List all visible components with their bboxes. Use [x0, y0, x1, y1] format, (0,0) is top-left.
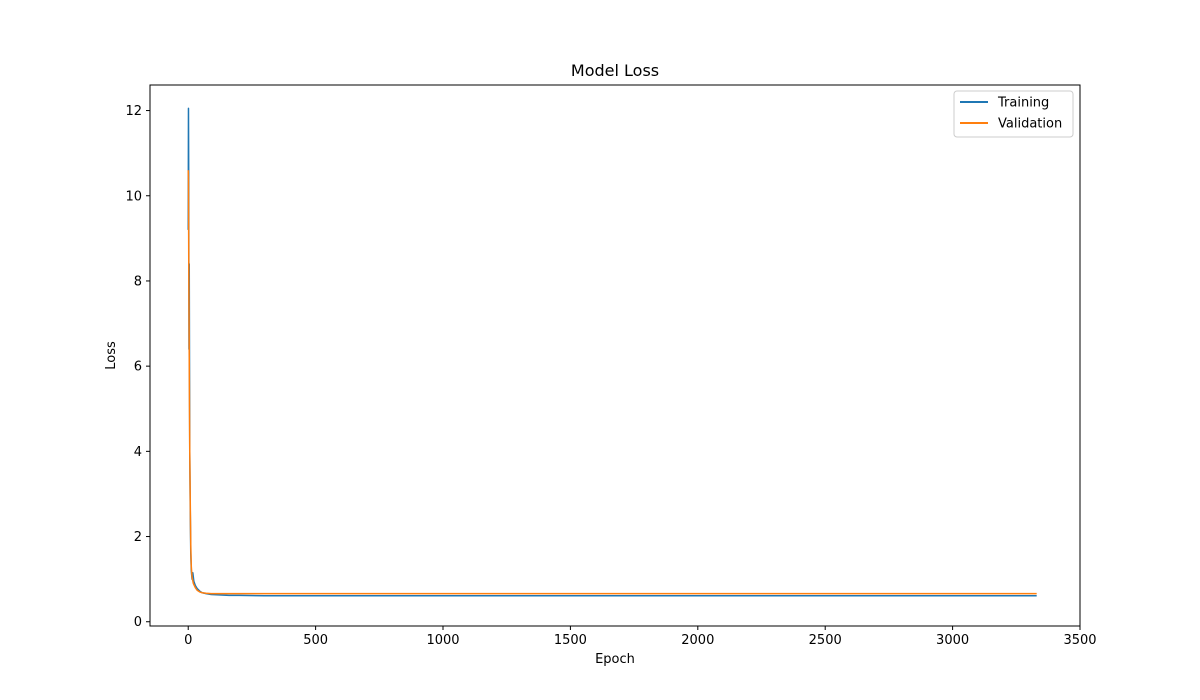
- plot-area: [187, 107, 1037, 597]
- series-line-training: [187, 107, 1037, 597]
- x-tick-label: 2500: [809, 633, 842, 648]
- x-axis-label: Epoch: [595, 652, 635, 667]
- legend-label-training: Training: [997, 96, 1049, 111]
- axes: 0 500 1000 1500 2000 2500 3000 3500 0 2 4 6 8 10 12: [125, 84, 1097, 648]
- legend-label-validation: Validation: [998, 117, 1062, 132]
- y-axis-label: Loss: [104, 341, 119, 370]
- y-tick-label: 2: [134, 530, 142, 545]
- chart-title: Model Loss: [571, 61, 659, 80]
- y-tick-label: 10: [125, 189, 142, 204]
- y-tick-label: 6: [134, 360, 142, 375]
- x-tick-label: 3000: [936, 633, 969, 648]
- y-tick-label: 8: [134, 274, 142, 289]
- x-tick-label: 2000: [681, 633, 714, 648]
- x-tick-label: 0: [184, 633, 192, 648]
- x-tick-label: 500: [303, 633, 328, 648]
- x-tick-label: 1500: [554, 633, 587, 648]
- y-tick-label: 0: [134, 615, 142, 630]
- series-line-validation: [187, 170, 1037, 595]
- y-tick-label: 4: [134, 445, 142, 460]
- legend: Training Validation: [953, 90, 1074, 138]
- y-tick-label: 12: [125, 104, 142, 119]
- x-tick-label: 3500: [1063, 633, 1096, 648]
- plot-frame: [149, 84, 1081, 627]
- x-tick-label: 1000: [426, 633, 459, 648]
